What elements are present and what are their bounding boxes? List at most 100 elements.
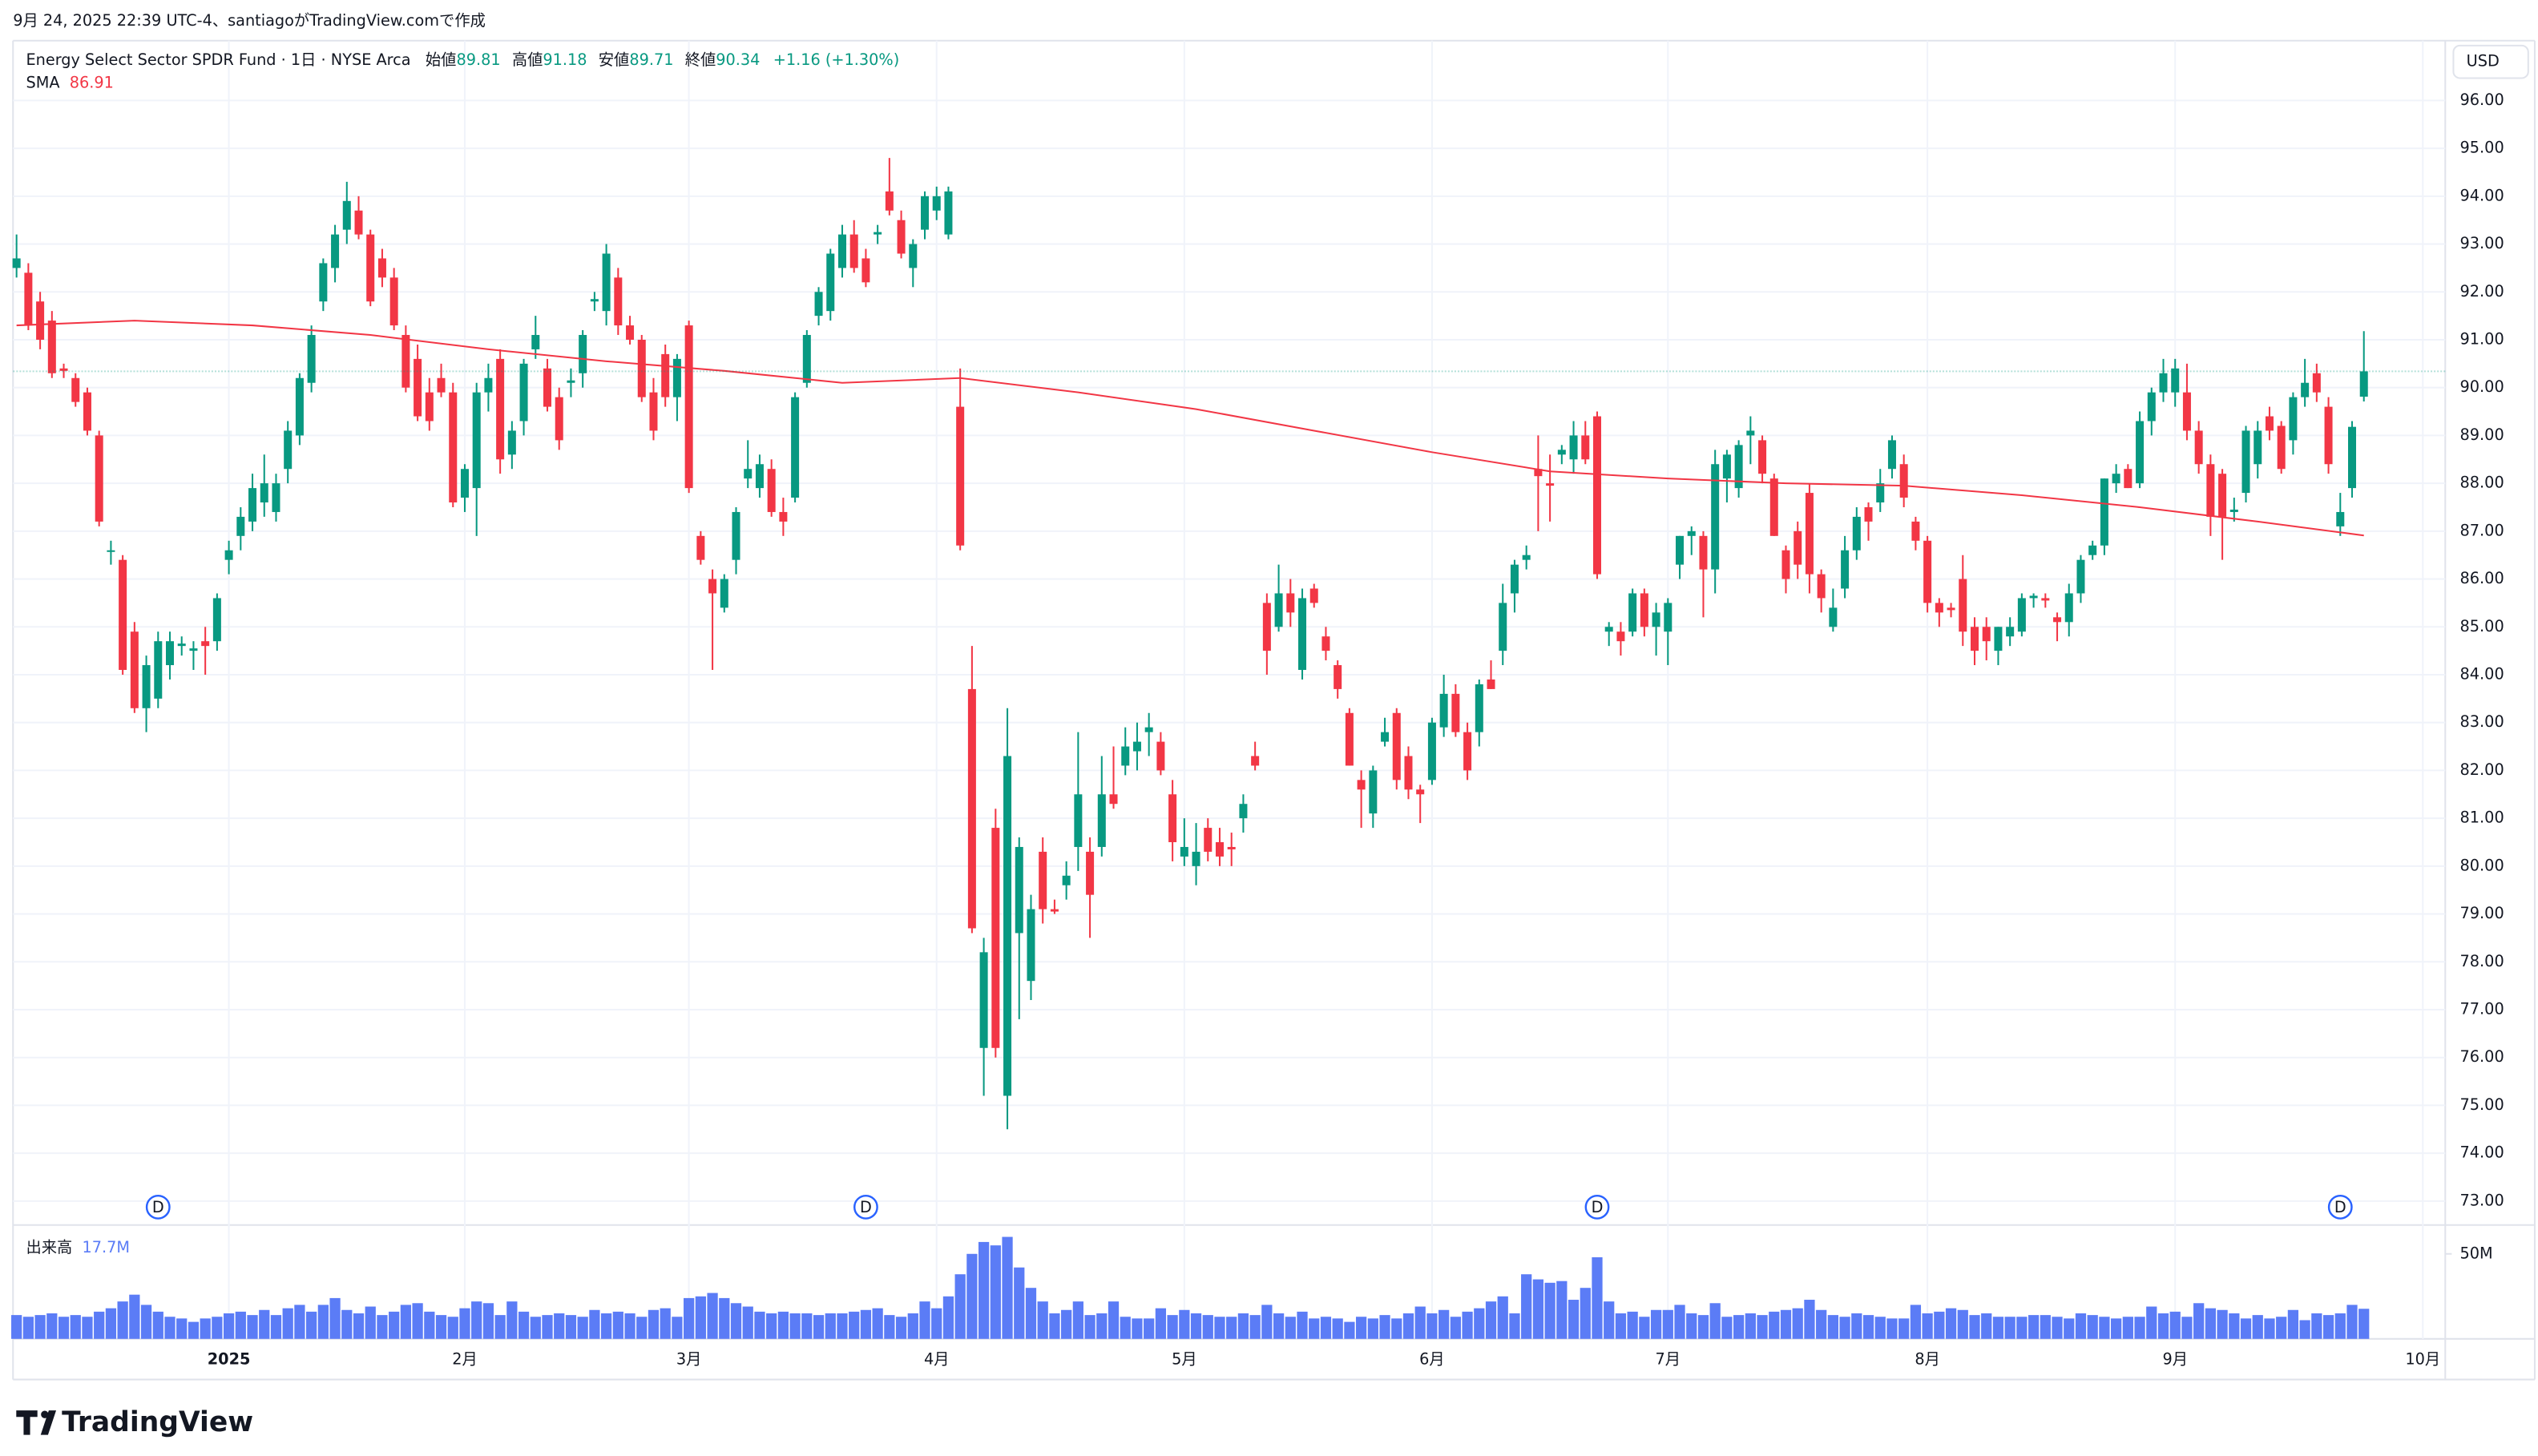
candle-body <box>1499 603 1507 651</box>
candle-body <box>414 358 422 417</box>
volume-bar <box>1662 1309 1673 1339</box>
dividend-marker <box>1584 1194 1610 1220</box>
y-tick-label: 79.00 <box>2460 904 2504 922</box>
candle-body <box>2194 430 2203 465</box>
candle-body <box>967 688 976 929</box>
candle-body <box>319 263 328 302</box>
volume-bar <box>329 1297 341 1339</box>
volume-bar <box>11 1315 22 1339</box>
candle-body <box>2312 373 2321 393</box>
candle-body <box>2100 478 2108 546</box>
candle-body <box>637 339 646 397</box>
candle-body <box>626 325 635 340</box>
x-tick-label: 10月 <box>2405 1350 2440 1369</box>
candle-body <box>2301 382 2310 397</box>
y-tick-label: 76.00 <box>2460 1047 2504 1066</box>
volume-bar <box>1226 1317 1237 1339</box>
candle-body <box>1074 794 1083 847</box>
volume-bar <box>825 1313 836 1339</box>
currency-box[interactable] <box>2452 44 2529 79</box>
candle-body <box>684 325 693 489</box>
volume-bar <box>1309 1318 1320 1339</box>
candle-body <box>177 643 186 647</box>
volume-bar <box>1285 1317 1296 1339</box>
candle-body <box>47 321 56 373</box>
candle-body <box>1899 464 1908 498</box>
volume-bar <box>471 1301 482 1339</box>
candle-body <box>342 200 351 230</box>
candle-body <box>602 253 611 312</box>
candle-body <box>1451 693 1460 732</box>
candle-body <box>1604 627 1613 632</box>
volume-bar <box>1509 1313 1520 1339</box>
volume-bar <box>1898 1318 1910 1339</box>
candle-body <box>1427 722 1436 780</box>
volume-bar <box>1144 1318 1155 1339</box>
candle-body <box>1298 598 1307 671</box>
candle-body <box>1817 574 1826 599</box>
volume-bar <box>1757 1315 1768 1339</box>
candle-body <box>36 301 45 340</box>
candle-body <box>2218 474 2227 517</box>
candle-body <box>1027 909 1035 982</box>
volume-bar <box>2181 1317 2193 1339</box>
candle-body <box>1321 636 1330 651</box>
candle-body <box>1050 909 1059 912</box>
volume-bar <box>2322 1315 2334 1339</box>
candle-body <box>1876 483 1885 503</box>
candle-body <box>1640 593 1648 627</box>
candle-body <box>1581 435 1590 460</box>
legend-value: 89.71 <box>629 50 673 69</box>
candle-body <box>1864 506 1873 522</box>
candle-body <box>979 952 988 1048</box>
volume-bar <box>872 1308 883 1339</box>
legend-key: 終値 <box>685 50 716 69</box>
volume-bar <box>565 1315 577 1339</box>
volume-bar <box>1391 1318 1402 1339</box>
volume-bar <box>353 1313 365 1339</box>
volume-bar <box>1249 1315 1261 1339</box>
candle-body <box>779 511 788 522</box>
volume-bar <box>82 1317 93 1339</box>
candle-body <box>1204 828 1213 852</box>
logo-icon <box>16 1410 57 1435</box>
volume-bar <box>1167 1315 1178 1339</box>
y-tick-label: 73.00 <box>2460 1191 2504 1209</box>
volume-bar <box>1190 1313 1202 1339</box>
volume-bar <box>2075 1313 2087 1339</box>
volume-bar <box>707 1293 718 1339</box>
candle-body <box>1769 478 1778 536</box>
candle-body <box>1887 440 1896 470</box>
volume-bar <box>895 1317 907 1339</box>
candle-body <box>897 220 906 254</box>
x-tick-label: 2月 <box>452 1350 478 1369</box>
volume-bar <box>46 1313 58 1339</box>
candle-body <box>1144 727 1153 732</box>
volume-bar <box>317 1305 329 1339</box>
volume-bar <box>624 1313 636 1339</box>
candle-body <box>425 392 434 421</box>
volume-bar <box>2052 1317 2063 1339</box>
legend-change: +1.16 (+1.30%) <box>773 50 900 69</box>
candle-body <box>2064 593 2073 623</box>
candle-body <box>212 598 221 642</box>
candle-body <box>2289 397 2298 441</box>
logo: TradingView <box>16 1406 253 1438</box>
volume-bar <box>1851 1313 1862 1339</box>
volume-bar <box>801 1313 813 1339</box>
candle-body <box>2229 509 2238 512</box>
volume-bar <box>1367 1318 1378 1339</box>
y-tick-label: 95.00 <box>2460 139 2504 157</box>
candle-body <box>1392 712 1401 780</box>
volume-bar <box>176 1318 188 1339</box>
volume-bar <box>1922 1313 1933 1339</box>
volume-bar <box>1532 1279 1544 1339</box>
candle-body <box>1852 516 1861 551</box>
candle-body <box>543 368 552 407</box>
candle-body <box>1829 607 1838 627</box>
dividend-marker <box>853 1194 878 1220</box>
volume-bar <box>117 1301 128 1339</box>
candle-body <box>1475 684 1483 732</box>
candle-body <box>767 469 776 512</box>
